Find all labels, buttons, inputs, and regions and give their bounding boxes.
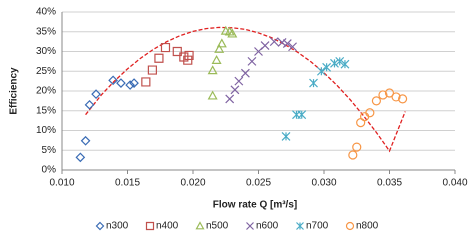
data-point [282, 39, 292, 49]
legend-label: n400 [156, 221, 179, 232]
data-point [207, 65, 218, 75]
legend-marker [145, 221, 155, 231]
data-point [129, 78, 139, 88]
data-point [335, 56, 345, 66]
legend-label: n600 [256, 221, 279, 232]
data-point [309, 78, 318, 88]
data-point [322, 62, 332, 72]
data-point [141, 77, 151, 87]
y-tick-label: 40% [36, 7, 56, 18]
y-tick-label: 25% [36, 66, 56, 77]
data-point [147, 65, 157, 75]
data-point [316, 66, 326, 76]
legend-label: n800 [356, 221, 379, 232]
data-point [281, 132, 291, 141]
data-point [211, 54, 222, 64]
data-point [80, 135, 91, 146]
data-point [84, 99, 95, 110]
legend-marker [195, 221, 205, 230]
data-point [247, 56, 257, 66]
y-tick-label: 10% [36, 125, 56, 136]
x-tick-label: 0.010 [49, 178, 74, 189]
data-point [297, 110, 307, 120]
y-tick-label: 35% [36, 26, 56, 37]
data-point [91, 89, 101, 100]
data-point [108, 75, 118, 86]
data-point [230, 85, 240, 95]
data-point [234, 76, 244, 86]
x-tick-label: 0.025 [246, 178, 271, 189]
data-point [225, 94, 235, 104]
data-point [330, 58, 339, 68]
y-tick-label: 20% [36, 86, 56, 97]
legend-marker [345, 221, 355, 231]
data-point [160, 42, 171, 53]
data-point [172, 46, 182, 57]
x-tick-label: 0.020 [180, 178, 205, 189]
data-point [216, 38, 227, 48]
data-point [207, 90, 218, 100]
x-tick-label: 0.015 [115, 178, 140, 189]
data-point [340, 59, 350, 69]
x-tick-label: 0.035 [377, 178, 402, 189]
y-axis-title: Efficiency [9, 67, 20, 115]
data-point [154, 53, 164, 63]
data-point [214, 43, 225, 53]
data-point [352, 142, 362, 152]
x-tick-label: 0.040 [442, 178, 467, 189]
data-point [75, 152, 86, 163]
data-point [288, 42, 297, 52]
data-point [269, 37, 279, 47]
legend-marker [246, 222, 254, 230]
data-point [365, 108, 375, 118]
legend-marker [296, 222, 304, 230]
data-point [183, 55, 193, 65]
data-point [260, 41, 270, 50]
legend-label: n300 [106, 221, 129, 232]
y-tick-label: 0% [42, 165, 57, 176]
data-point [360, 112, 370, 122]
data-point [398, 94, 408, 104]
data-point [378, 90, 388, 100]
data-point [227, 28, 238, 38]
x-axis-title: Flow rate Q [m³/s] [213, 200, 297, 211]
legend-label: n500 [206, 221, 229, 232]
data-point [356, 118, 366, 128]
x-tick-label: 0.030 [311, 178, 336, 189]
y-tick-label: 5% [42, 145, 57, 156]
y-tick-label: 30% [36, 46, 56, 57]
legend-marker [95, 221, 105, 231]
data-point [277, 37, 287, 47]
trend-line [85, 26, 406, 153]
data-point [240, 68, 250, 78]
legend-label: n700 [306, 221, 329, 232]
data-point [348, 150, 358, 160]
data-point [125, 80, 135, 90]
data-point [116, 78, 126, 88]
data-point [371, 96, 382, 106]
data-point [391, 92, 401, 102]
y-tick-label: 15% [36, 105, 56, 116]
data-point [184, 50, 194, 61]
data-point [384, 88, 395, 98]
